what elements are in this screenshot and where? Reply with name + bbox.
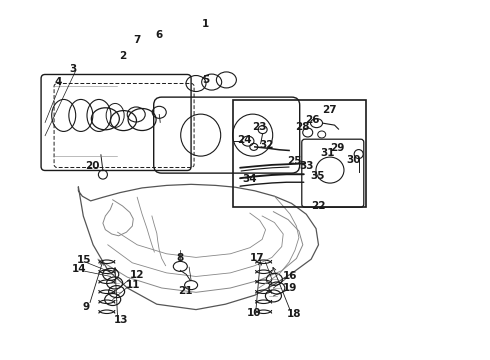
Text: 26: 26 [305, 114, 320, 125]
Text: 35: 35 [310, 171, 325, 181]
Text: 8: 8 [177, 253, 184, 264]
Text: 23: 23 [252, 122, 267, 132]
Text: 20: 20 [85, 161, 99, 171]
Text: 27: 27 [322, 105, 337, 115]
Text: 21: 21 [178, 286, 193, 296]
Text: 18: 18 [287, 309, 301, 319]
Text: 22: 22 [311, 201, 326, 211]
Text: 16: 16 [283, 271, 297, 282]
Text: 15: 15 [77, 255, 92, 265]
Text: 10: 10 [246, 308, 261, 318]
Bar [233, 100, 366, 207]
Text: 2: 2 [119, 51, 126, 61]
Text: 30: 30 [346, 155, 361, 165]
Text: 14: 14 [72, 264, 87, 274]
Text: 33: 33 [299, 161, 314, 171]
Text: 13: 13 [114, 315, 129, 325]
Text: 7: 7 [133, 35, 141, 45]
Text: 25: 25 [287, 156, 301, 166]
Text: 12: 12 [130, 270, 145, 280]
Text: 9: 9 [82, 302, 89, 312]
Text: 11: 11 [126, 280, 141, 290]
Text: 34: 34 [243, 174, 257, 184]
Text: 32: 32 [260, 140, 274, 150]
Text: 1: 1 [202, 19, 209, 30]
Text: 28: 28 [295, 122, 310, 132]
Text: 24: 24 [237, 135, 251, 145]
Text: 4: 4 [54, 77, 62, 87]
Text: 6: 6 [156, 30, 163, 40]
Text: 17: 17 [250, 253, 265, 264]
Text: 19: 19 [283, 283, 297, 293]
Text: 5: 5 [202, 75, 209, 85]
Text: 29: 29 [330, 143, 344, 153]
Text: 3: 3 [69, 64, 76, 74]
Text: 31: 31 [320, 148, 335, 158]
